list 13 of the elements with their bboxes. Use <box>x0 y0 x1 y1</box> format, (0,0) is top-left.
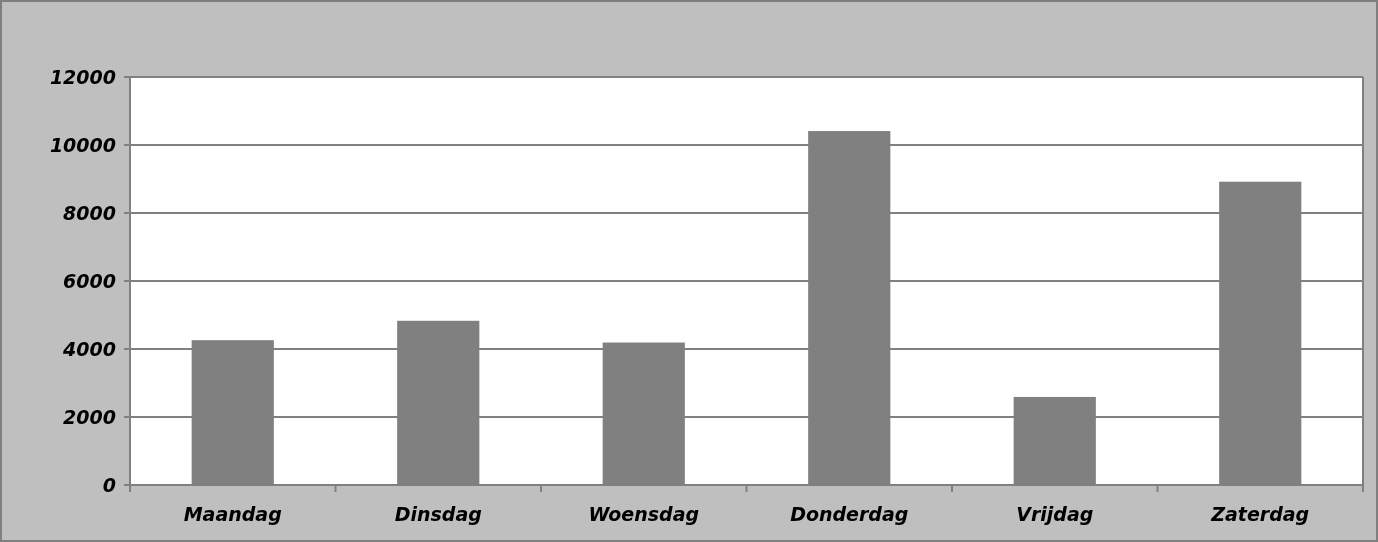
x-tick-label: Vrijdag <box>1016 503 1094 525</box>
x-tick-label: Maandag <box>183 503 282 525</box>
y-tick-label: 12000 <box>49 65 116 88</box>
x-tick-label: Dinsdag <box>394 503 482 525</box>
x-tick-label: Donderdag <box>790 503 909 525</box>
y-tick-label: 4000 <box>62 337 116 360</box>
y-tick-label: 2000 <box>63 405 116 428</box>
y-tick-label: 6000 <box>63 269 116 292</box>
y-tick-label: 10000 <box>49 133 116 156</box>
x-tick-label: Woensdag <box>588 503 700 525</box>
y-tick-label: 8000 <box>63 201 116 224</box>
y-tick-label: 0 <box>102 473 116 496</box>
x-tick-label: Zaterdag <box>1210 503 1310 525</box>
